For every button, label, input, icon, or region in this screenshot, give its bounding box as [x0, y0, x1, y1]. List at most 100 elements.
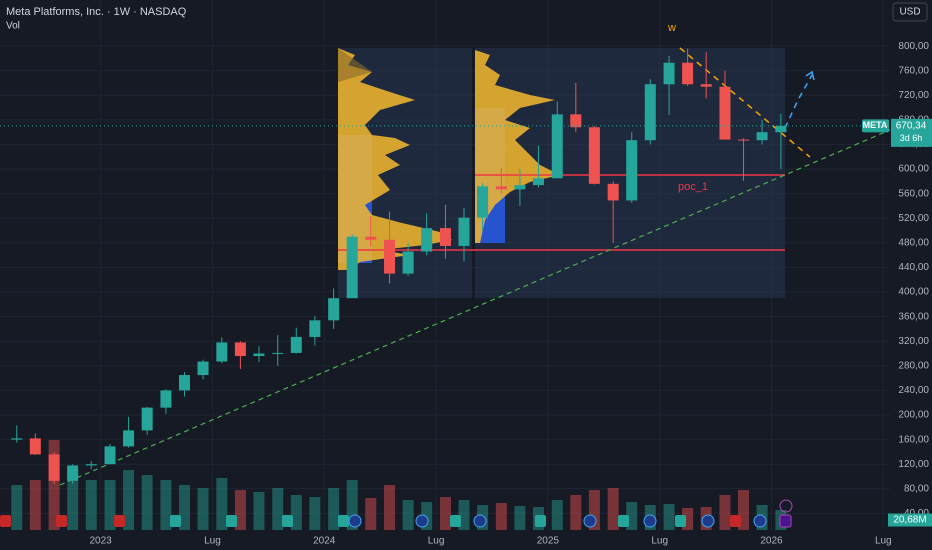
volume-bar	[309, 497, 321, 530]
candle-body	[402, 251, 414, 274]
currency-button[interactable]	[892, 2, 928, 22]
candle-body	[29, 438, 41, 455]
y-tick-label: 480,00	[898, 238, 929, 249]
chart-title: Meta Platforms, Inc. · 1W · NASDAQ	[6, 6, 187, 18]
y-tick-label: 80,00	[904, 483, 929, 494]
earnings-marker	[226, 515, 237, 527]
candle-body	[644, 84, 656, 141]
y-tick-label: 560,00	[898, 188, 929, 199]
volume-bar	[384, 485, 396, 530]
price-axis	[890, 0, 932, 530]
volume-bar	[178, 485, 190, 530]
candle-body	[290, 336, 302, 353]
volume-bar	[197, 488, 209, 530]
volume-bar	[160, 480, 172, 530]
earnings-marker	[0, 515, 11, 527]
y-tick-label: 520,00	[898, 213, 929, 224]
candle-body	[775, 125, 787, 133]
volume-bar	[48, 440, 60, 530]
volume-bar	[588, 490, 600, 530]
volume-bar	[607, 488, 619, 530]
volume-bar	[626, 502, 638, 530]
y-tick-label: 600,00	[898, 164, 929, 175]
y-tick-label: 800,00	[898, 41, 929, 52]
candle-body	[532, 178, 544, 186]
volume-bar	[402, 500, 414, 530]
candle-body	[607, 183, 619, 201]
candle-body	[104, 446, 116, 465]
event-markers	[0, 499, 793, 528]
candle-body	[328, 298, 340, 321]
candle-body	[477, 186, 489, 218]
volume-bar	[272, 488, 284, 530]
volume-last-label: 20,68M	[893, 515, 926, 526]
candle-body	[663, 62, 675, 85]
volume-bar	[253, 492, 265, 530]
volume-bar	[11, 485, 23, 530]
symbol-tag	[862, 119, 889, 133]
split-marker	[779, 499, 793, 513]
symbol-label: META	[863, 120, 888, 130]
earnings-marker	[675, 515, 686, 527]
volume-bar	[141, 475, 153, 530]
volume-bar	[67, 470, 79, 530]
x-tick-label: Lug	[875, 536, 892, 547]
dividend-marker	[473, 514, 487, 528]
y-tick-label: 760,00	[898, 65, 929, 76]
dividend-marker	[701, 514, 715, 528]
candle-body	[197, 361, 209, 376]
candle-body	[719, 86, 731, 140]
earnings-marker	[338, 515, 349, 527]
y-tick-label: 440,00	[898, 262, 929, 273]
volume-bar	[439, 497, 451, 530]
projection-arrow	[805, 70, 815, 81]
candle-body	[551, 114, 563, 179]
candle-body	[253, 353, 265, 356]
projection	[784, 74, 813, 129]
candle-body	[682, 62, 694, 85]
candle-body	[178, 375, 190, 391]
volume-bar	[104, 480, 116, 530]
x-tick-label: Lug	[204, 536, 221, 547]
candle-body	[756, 132, 768, 141]
candle-body	[626, 140, 638, 201]
x-tick-label: Lug	[651, 536, 668, 547]
y-tick-label: 720,00	[898, 90, 929, 101]
volume-bar	[421, 502, 433, 530]
dividend-marker	[348, 514, 362, 528]
candle-body	[160, 390, 172, 408]
y-tick-label: 360,00	[898, 311, 929, 322]
dividend-marker	[643, 514, 657, 528]
earnings-marker	[114, 515, 125, 527]
volume-bar	[495, 503, 507, 530]
earnings-marker	[282, 515, 293, 527]
earnings-marker	[170, 515, 181, 527]
volume-bar	[514, 506, 526, 530]
volume-title: Vol	[6, 21, 20, 32]
currency-label[interactable]: USD	[899, 7, 920, 18]
volume-bar	[234, 490, 246, 530]
y-tick-label: 320,00	[898, 336, 929, 347]
volume-bar	[682, 508, 694, 530]
y-tick-label: 160,00	[898, 434, 929, 445]
volume-profile	[475, 50, 560, 243]
candle-body	[309, 320, 321, 337]
candle-body	[48, 454, 60, 481]
candle-body	[141, 407, 153, 431]
last-price-tag: META 670,34 3d 6h	[862, 118, 932, 147]
volume-bar	[29, 480, 41, 530]
candle-body	[384, 239, 396, 274]
y-tick-label: 280,00	[898, 360, 929, 371]
candle-body	[700, 84, 712, 87]
dividend-marker	[753, 514, 767, 528]
candle-body	[421, 228, 433, 252]
volume-bar	[346, 480, 358, 530]
volume-bar	[290, 495, 302, 530]
x-tick-label: Lug	[428, 536, 445, 547]
annotation: poc_1	[678, 181, 708, 193]
volume-profile	[338, 48, 452, 270]
y-tick-label: 200,00	[898, 410, 929, 421]
price-tag	[891, 118, 932, 147]
